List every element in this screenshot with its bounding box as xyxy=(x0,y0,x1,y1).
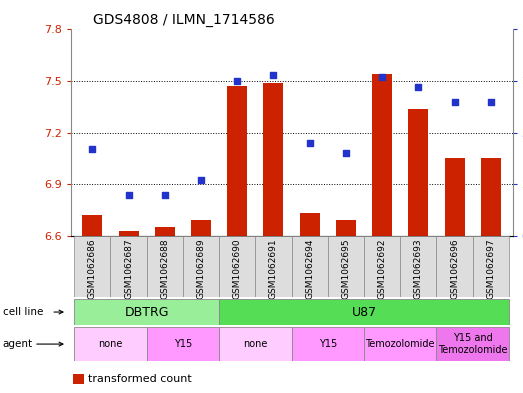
Text: U87: U87 xyxy=(351,305,377,319)
Bar xyxy=(364,236,400,297)
Bar xyxy=(74,299,219,325)
Bar xyxy=(183,236,219,297)
Bar xyxy=(481,158,501,236)
Bar xyxy=(445,158,464,236)
Bar xyxy=(264,83,283,236)
Point xyxy=(124,191,133,198)
Bar xyxy=(336,220,356,236)
Text: none: none xyxy=(98,339,122,349)
Bar xyxy=(292,236,328,297)
Text: Temozolomide: Temozolomide xyxy=(366,339,435,349)
Bar xyxy=(228,86,247,236)
Text: GSM1062686: GSM1062686 xyxy=(88,239,97,299)
Text: GDS4808 / ILMN_1714586: GDS4808 / ILMN_1714586 xyxy=(93,13,275,27)
Bar xyxy=(437,236,473,297)
Bar xyxy=(146,327,219,361)
Bar xyxy=(292,327,364,361)
Point xyxy=(486,99,495,105)
Point xyxy=(305,140,314,146)
Point xyxy=(342,150,350,156)
Bar xyxy=(219,327,292,361)
Bar xyxy=(119,231,139,236)
Point xyxy=(414,84,423,90)
Bar xyxy=(300,213,320,236)
Bar xyxy=(146,236,183,297)
Bar xyxy=(74,327,146,361)
Bar xyxy=(255,236,292,297)
Bar xyxy=(219,299,509,325)
Text: cell line: cell line xyxy=(3,307,43,317)
Bar xyxy=(74,236,110,297)
Bar xyxy=(372,74,392,236)
Bar xyxy=(328,236,364,297)
Point xyxy=(450,99,459,105)
Point xyxy=(378,74,386,80)
Bar xyxy=(437,327,509,361)
Text: GSM1062695: GSM1062695 xyxy=(342,239,350,299)
Text: Y15: Y15 xyxy=(174,339,192,349)
Text: GSM1062690: GSM1062690 xyxy=(233,239,242,299)
Text: transformed count: transformed count xyxy=(88,374,192,384)
Text: none: none xyxy=(243,339,268,349)
Bar xyxy=(73,374,84,384)
Point xyxy=(161,191,169,198)
Bar xyxy=(191,220,211,236)
Bar xyxy=(83,215,103,236)
Text: GSM1062691: GSM1062691 xyxy=(269,239,278,299)
Point xyxy=(197,177,205,183)
Text: DBTRG: DBTRG xyxy=(124,305,169,319)
Text: GSM1062694: GSM1062694 xyxy=(305,239,314,299)
Text: GSM1062696: GSM1062696 xyxy=(450,239,459,299)
Bar xyxy=(364,327,437,361)
Text: GSM1062688: GSM1062688 xyxy=(160,239,169,299)
Point xyxy=(233,78,242,84)
Text: GSM1062697: GSM1062697 xyxy=(486,239,495,299)
Point xyxy=(88,146,97,152)
Bar xyxy=(155,227,175,236)
Text: Y15 and
Temozolomide: Y15 and Temozolomide xyxy=(438,333,507,355)
Text: GSM1062689: GSM1062689 xyxy=(197,239,206,299)
Bar xyxy=(110,236,146,297)
Text: GSM1062693: GSM1062693 xyxy=(414,239,423,299)
Text: GSM1062687: GSM1062687 xyxy=(124,239,133,299)
Bar xyxy=(400,236,437,297)
Point xyxy=(269,72,278,78)
Text: Y15: Y15 xyxy=(319,339,337,349)
Text: agent: agent xyxy=(3,339,33,349)
Bar xyxy=(473,236,509,297)
Bar xyxy=(408,108,428,236)
Bar xyxy=(219,236,255,297)
Text: GSM1062692: GSM1062692 xyxy=(378,239,386,299)
